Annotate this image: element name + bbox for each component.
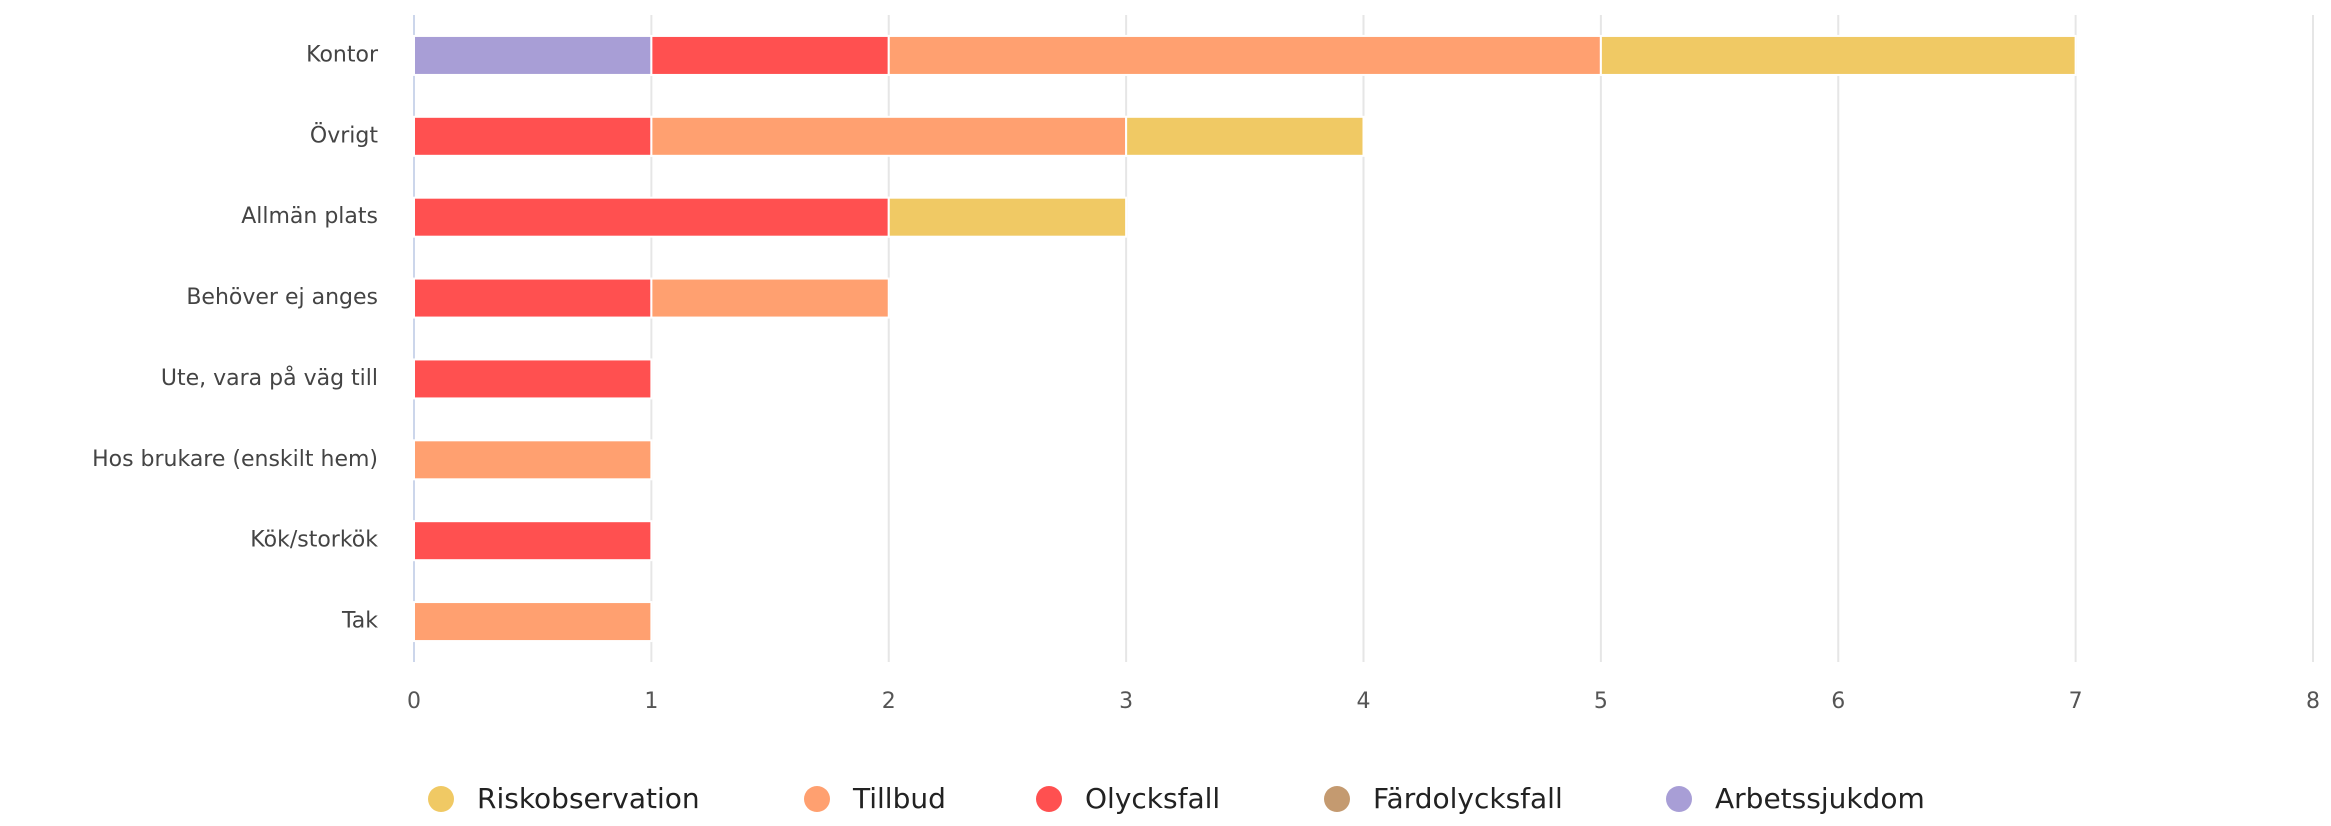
bar-segment <box>1599 34 2077 76</box>
y-tick-label: Ute, vara på väg till <box>161 365 378 391</box>
y-tick-label: Tak <box>341 609 378 634</box>
bar-segment <box>413 277 653 319</box>
bar-segment <box>413 601 653 643</box>
legend-marker <box>1324 786 1350 812</box>
legend-label: Olycksfall <box>1085 782 1220 815</box>
x-tick-label: 1 <box>644 689 658 714</box>
y-tick-label: Allmän plats <box>241 204 378 229</box>
x-tick-label: 6 <box>1831 689 1845 714</box>
bar-segment <box>650 34 890 76</box>
x-tick-label: 0 <box>407 689 421 714</box>
y-tick-label: Behöver ej anges <box>186 285 378 310</box>
legend-marker <box>1036 786 1062 812</box>
legend-marker <box>1666 786 1692 812</box>
legend-marker <box>804 786 830 812</box>
y-tick-label: Kök/storkök <box>250 528 378 553</box>
legend-marker <box>428 786 454 812</box>
bar-segment <box>413 115 653 157</box>
legend-label: Färdolycksfall <box>1373 782 1563 815</box>
x-tick-label: 5 <box>1594 689 1608 714</box>
legend-label: Riskobservation <box>477 782 700 815</box>
y-tick-label: Kontor <box>306 42 379 67</box>
bar-segment <box>650 115 1128 157</box>
legend-label: Tillbud <box>852 782 946 815</box>
bar-segment <box>413 439 653 481</box>
y-tick-label: Övrigt <box>310 122 378 148</box>
bar-segment <box>887 196 1128 238</box>
bar-segment <box>413 34 653 76</box>
bar-segment <box>887 34 1602 76</box>
bar-segment <box>413 358 653 400</box>
legend-label: Arbetssjukdom <box>1715 782 1925 815</box>
bar-segment <box>413 520 653 562</box>
x-tick-label: 2 <box>882 689 896 714</box>
x-tick-label: 8 <box>2306 689 2320 714</box>
x-tick-label: 7 <box>2069 689 2083 714</box>
y-tick-label: Hos brukare (enskilt hem) <box>92 447 378 472</box>
x-tick-label: 3 <box>1119 689 1133 714</box>
x-tick-label: 4 <box>1357 689 1371 714</box>
bar-segment <box>1125 115 1365 157</box>
bar-segment <box>650 277 890 319</box>
bar-segment <box>413 196 890 238</box>
